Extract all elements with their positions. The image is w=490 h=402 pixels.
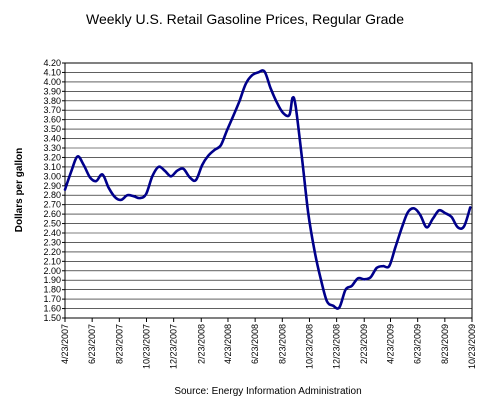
x-tick-label: 4/23/2007 — [60, 324, 70, 364]
x-tick-label: 12/23/2007 — [169, 324, 179, 369]
y-tick-label: 1.90 — [43, 275, 61, 285]
y-tick-label: 2.10 — [43, 256, 61, 266]
y-tick-label: 1.50 — [43, 313, 61, 323]
y-tick-label: 3.40 — [43, 134, 61, 144]
x-tick-label: 8/23/2007 — [114, 324, 124, 364]
y-tick-label: 2.70 — [43, 200, 61, 210]
source-note: Source: Energy Information Administratio… — [174, 386, 361, 397]
y-tick-label: 1.80 — [43, 285, 61, 295]
x-tick-label: 8/23/2009 — [440, 324, 450, 364]
y-axis-ticks: 1.501.601.701.801.902.002.102.202.302.40… — [43, 58, 65, 323]
x-tick-label: 4/23/2008 — [223, 324, 233, 364]
y-tick-label: 3.90 — [43, 86, 61, 96]
y-tick-label: 4.10 — [43, 67, 61, 77]
y-axis-label: Dollars per gallon — [14, 148, 25, 232]
x-tick-label: 12/23/2008 — [332, 324, 342, 369]
x-tick-label: 6/23/2009 — [413, 324, 423, 364]
x-tick-label: 6/23/2008 — [250, 324, 260, 364]
x-axis-ticks: 4/23/2007 6/23/2007 8/23/2007 10/23/2007 12/… — [60, 318, 477, 369]
y-tick-label: 2.40 — [43, 228, 61, 238]
y-tick-label: 2.90 — [43, 181, 61, 191]
y-tick-label: 2.50 — [43, 219, 61, 229]
y-tick-label: 2.00 — [43, 266, 61, 276]
y-tick-label: 2.60 — [43, 209, 61, 219]
y-tick-label: 3.30 — [43, 143, 61, 153]
y-tick-label: 1.60 — [43, 304, 61, 314]
y-tick-label: 3.00 — [43, 171, 61, 181]
y-tick-label: 3.70 — [43, 105, 61, 115]
chart-title: Weekly U.S. Retail Gasoline Prices, Regu… — [86, 11, 404, 27]
x-tick-label: 10/23/2007 — [141, 324, 151, 369]
y-tick-label: 2.20 — [43, 247, 61, 257]
x-tick-label: 10/23/2008 — [304, 324, 314, 369]
y-tick-label: 3.60 — [43, 115, 61, 125]
x-tick-label: 4/23/2009 — [386, 324, 396, 364]
y-tick-label: 4.00 — [43, 77, 61, 87]
x-tick-label: 10/23/2009 — [467, 324, 477, 369]
grid-lines — [65, 62, 472, 319]
y-tick-label: 3.10 — [43, 162, 61, 172]
y-tick-label: 2.30 — [43, 237, 61, 247]
series-line-regular-gasoline — [63, 69, 472, 310]
x-tick-label: 2/23/2009 — [359, 324, 369, 364]
y-tick-label: 3.50 — [43, 124, 61, 134]
x-tick-label: 8/23/2008 — [277, 324, 287, 364]
x-tick-label: 6/23/2007 — [87, 324, 97, 364]
y-tick-label: 1.70 — [43, 294, 61, 304]
y-tick-label: 2.80 — [43, 190, 61, 200]
y-tick-label: 3.80 — [43, 96, 61, 106]
y-tick-label: 4.20 — [43, 58, 61, 68]
y-tick-label: 3.20 — [43, 152, 61, 162]
x-tick-label: 2/23/2008 — [196, 324, 206, 364]
plot-area — [64, 62, 473, 319]
